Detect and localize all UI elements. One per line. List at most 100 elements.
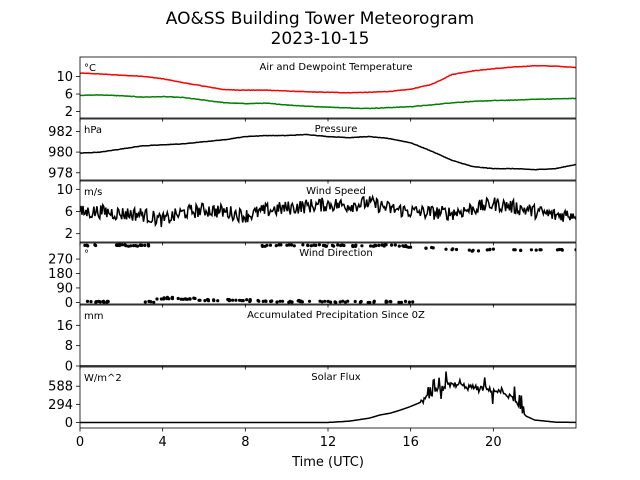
wind-direction-point <box>324 244 328 248</box>
wind-direction-point <box>98 300 102 304</box>
wind-direction-point <box>485 248 489 252</box>
panel-title: Wind Direction <box>299 248 373 259</box>
wind-direction-point <box>369 244 373 248</box>
wind-direction-point <box>366 300 370 304</box>
wind-direction-point <box>557 247 562 252</box>
wind-direction-point <box>127 244 131 248</box>
wind-direction-point <box>114 243 119 247</box>
wind-direction-point <box>149 300 153 304</box>
wind-direction-point <box>89 300 93 304</box>
wind-direction-point <box>329 300 333 304</box>
wind-direction-point <box>403 299 408 303</box>
wind-direction-point <box>307 299 312 303</box>
wind-direction-point <box>94 300 98 304</box>
wind-direction-point <box>281 299 285 303</box>
wind-direction-point <box>206 298 210 302</box>
wind-direction-point <box>358 300 362 304</box>
wind-direction-point <box>301 243 305 247</box>
wind-direction-point <box>338 300 342 304</box>
wind-direction-point <box>278 299 282 303</box>
wind-direction-point <box>360 244 364 248</box>
wind-direction-point <box>342 243 346 248</box>
wind-direction-point <box>354 243 358 247</box>
y-tick-label: 10 <box>56 183 73 198</box>
panel-1: 2 6 10 °C Air and Dewpoint Temperature <box>56 56 577 122</box>
wind-direction-point <box>578 249 581 252</box>
wind-direction-point <box>240 299 244 303</box>
wind-direction-point <box>431 246 435 250</box>
wind-direction-point <box>320 300 324 304</box>
figure-title: AO&SS Building Tower Meteorogram <box>166 9 474 29</box>
panel-unit: °C <box>84 63 96 74</box>
wind-direction-point <box>147 244 151 248</box>
wind-direction-point <box>227 298 231 302</box>
wind-direction-point <box>170 297 175 301</box>
panel-plot-area <box>80 133 576 171</box>
wind-direction-point <box>85 243 89 247</box>
wind-direction-point <box>454 247 459 252</box>
wind-direction-point <box>312 243 316 247</box>
panel-plot-area <box>80 64 576 110</box>
wind-direction-point <box>411 300 415 304</box>
wind-direction-point <box>351 244 355 248</box>
wind-direction-point <box>101 299 105 304</box>
wind-direction-point <box>261 244 265 248</box>
x-tick-label: 20 <box>485 435 502 450</box>
panel-5: 0 8 16 mm Accumulated Precipitation Since 0Z <box>56 304 577 375</box>
wind-direction-point <box>297 299 301 303</box>
panel-plot-area <box>80 371 576 424</box>
wind-direction-point <box>353 299 357 304</box>
y-tick-label: 16 <box>56 319 73 334</box>
wind-direction-point <box>274 244 278 248</box>
wind-direction-point <box>578 248 581 251</box>
x-axis-label: Time (UTC) <box>291 455 364 470</box>
wind-direction-point <box>382 244 386 248</box>
wind-direction-point <box>143 243 147 247</box>
wind-direction-point <box>309 244 313 248</box>
panel-title: Accumulated Precipitation Since 0Z <box>247 310 425 321</box>
wind-direction-point <box>289 243 294 247</box>
wind-direction-point <box>341 299 345 303</box>
series-line-1 <box>80 194 576 228</box>
panel-title: Air and Dewpoint Temperature <box>260 62 413 73</box>
wind-direction-point <box>450 248 454 252</box>
x-axis: 0 4 8 12 16 20 <box>76 435 502 450</box>
wind-direction-point <box>407 300 411 304</box>
wind-direction-point <box>234 298 238 302</box>
wind-direction-point <box>275 300 279 304</box>
wind-direction-point <box>277 243 281 247</box>
wind-direction-point <box>268 243 273 247</box>
wind-direction-point <box>75 244 78 247</box>
wind-direction-point <box>193 296 197 301</box>
y-tick-label: 10 <box>56 70 73 85</box>
y-tick-label: 90 <box>56 281 73 296</box>
wind-direction-point <box>155 297 159 301</box>
wind-direction-point <box>203 299 207 303</box>
wind-direction-point <box>134 244 138 248</box>
wind-direction-point <box>162 296 166 300</box>
wind-direction-point <box>198 298 202 302</box>
panel-unit: m/s <box>84 187 102 198</box>
wind-direction-point <box>188 297 192 301</box>
y-tick-label: 0 <box>65 416 73 431</box>
wind-direction-point <box>256 298 260 303</box>
wind-direction-point <box>300 300 304 304</box>
wind-direction-point <box>330 243 334 247</box>
wind-direction-point <box>401 244 405 248</box>
figure-date: 2023-10-15 <box>271 29 370 49</box>
wind-direction-point <box>581 249 584 252</box>
wind-direction-point <box>323 299 327 303</box>
x-tick-label: 16 <box>402 435 419 450</box>
wind-direction-point <box>326 299 330 303</box>
wind-direction-point <box>534 248 538 252</box>
wind-direction-point <box>152 300 156 304</box>
wind-direction-point <box>388 299 392 304</box>
wind-direction-point <box>377 243 381 247</box>
y-tick-label: 6 <box>65 88 73 103</box>
wind-direction-point <box>292 244 296 248</box>
wind-direction-point <box>306 243 310 247</box>
wind-direction-point <box>120 243 124 247</box>
wind-direction-point <box>488 247 492 251</box>
wind-direction-point <box>512 248 516 252</box>
